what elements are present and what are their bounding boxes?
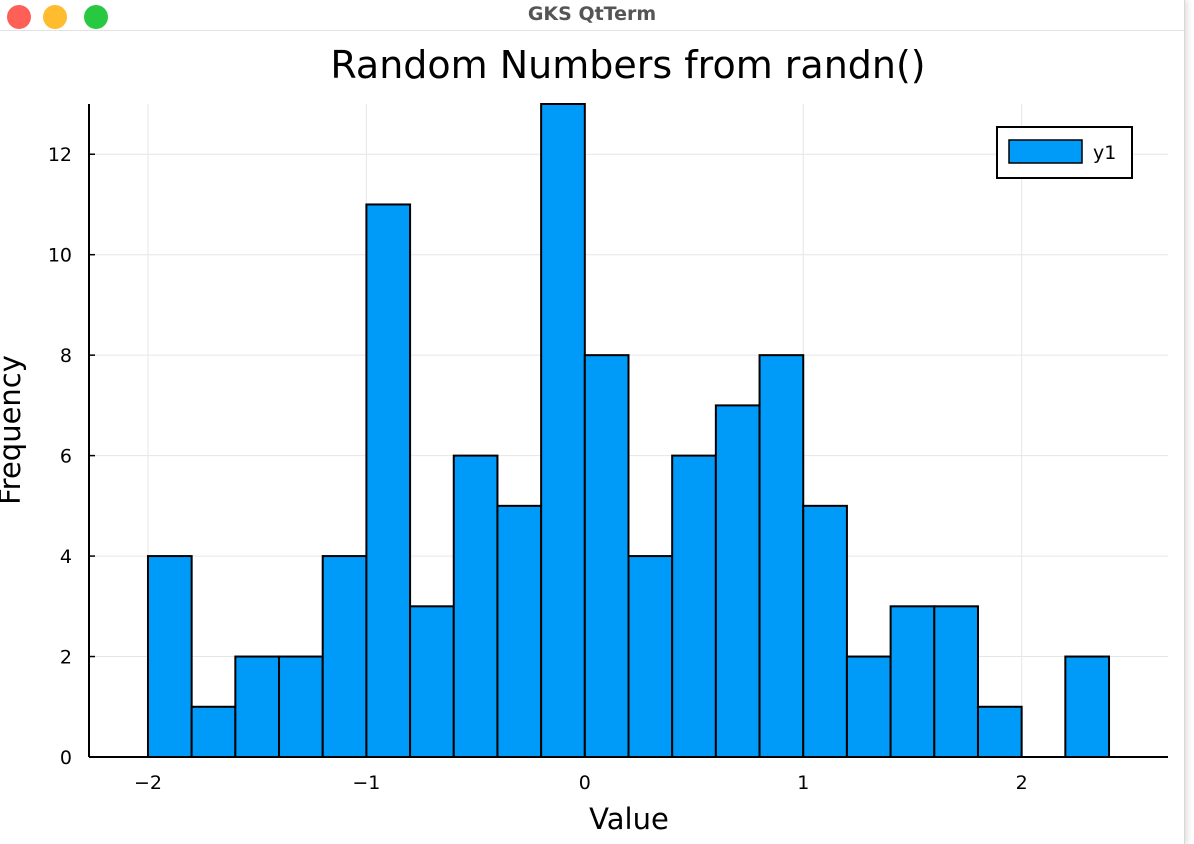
legend: y1 <box>996 126 1133 179</box>
y-axis-label: Frequency <box>0 355 27 505</box>
y-tick-label: 8 <box>60 345 72 367</box>
histogram-bar <box>496 504 543 758</box>
histogram-bar <box>845 655 892 758</box>
histogram-bar <box>583 354 630 758</box>
histogram-bar <box>321 555 368 758</box>
y-tick-label: 4 <box>60 546 72 568</box>
x-tick-label: 0 <box>579 772 591 794</box>
histogram-bar <box>933 605 979 758</box>
histogram-bar <box>802 504 848 758</box>
y-tick-label: 10 <box>48 245 72 267</box>
histogram-bar <box>278 655 324 758</box>
y-tick-label: 0 <box>60 747 72 769</box>
x-tick-label: −1 <box>352 772 380 794</box>
axes <box>88 104 1168 758</box>
histogram-bar <box>889 605 936 758</box>
y-tick-label: 12 <box>48 144 72 166</box>
legend-label: y1 <box>1093 142 1116 164</box>
histogram-bar <box>365 203 412 758</box>
histogram-bar <box>976 705 1023 758</box>
histogram-bar <box>234 655 281 758</box>
histogram-bar <box>452 454 499 758</box>
histogram-bar <box>409 605 455 758</box>
histogram-bar <box>540 103 586 758</box>
x-tick-label: 1 <box>797 772 809 794</box>
x-tick-label: 2 <box>1016 772 1028 794</box>
histogram-bar <box>146 555 193 758</box>
histogram-bar <box>1064 655 1111 758</box>
close-window-button[interactable] <box>7 5 31 29</box>
y-tick-label: 6 <box>60 446 72 468</box>
y-tick-label: 2 <box>60 647 72 669</box>
x-tick-label: −2 <box>134 772 162 794</box>
window-title: GKS QtTerm <box>527 3 657 25</box>
histogram-bar <box>627 555 674 758</box>
histogram-bar <box>671 454 717 758</box>
histogram-bars <box>146 103 1111 758</box>
window-titlebar: GKS QtTerm <box>0 0 1184 31</box>
minimize-window-button[interactable] <box>43 5 67 29</box>
histogram-bar <box>758 354 805 758</box>
zoom-window-button[interactable] <box>84 5 108 29</box>
histogram-bar <box>190 705 237 758</box>
x-axis-label: Value <box>589 802 669 836</box>
histogram-bar <box>714 404 761 758</box>
legend-swatch <box>1008 139 1083 164</box>
chart-title: Random Numbers from randn() <box>330 43 925 87</box>
